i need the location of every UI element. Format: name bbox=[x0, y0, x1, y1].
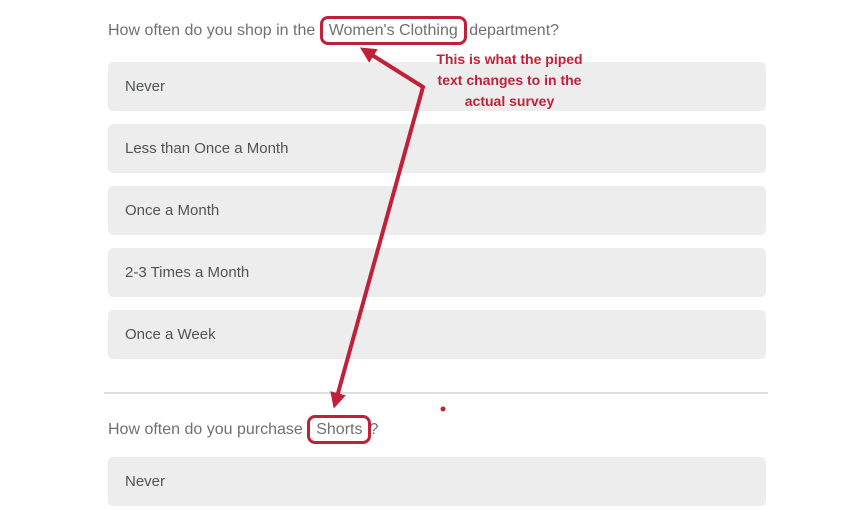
question-2-options: Never bbox=[108, 457, 766, 509]
answer-option[interactable]: Never bbox=[108, 457, 766, 506]
answer-option-label: Less than Once a Month bbox=[125, 140, 289, 157]
piped-text-highlight-1: Women's Clothing bbox=[319, 16, 467, 45]
answer-option[interactable]: Once a Week bbox=[108, 310, 766, 359]
answer-option-label: Once a Month bbox=[125, 202, 220, 219]
question-1-prefix: How often do you shop in the bbox=[108, 22, 320, 39]
question-1-options: Never Less than Once a Month Once a Mont… bbox=[108, 62, 766, 372]
annotation-note: This is what the piped text changes to i… bbox=[422, 49, 597, 112]
answer-option[interactable]: 2-3 Times a Month bbox=[108, 248, 766, 297]
question-2-suffix: ? bbox=[369, 421, 379, 438]
annotation-note-line: text changes to in the bbox=[437, 72, 582, 88]
answer-option[interactable]: Never bbox=[108, 62, 766, 111]
answer-option-label: Never bbox=[125, 473, 166, 490]
question-1-text: How often do you shop in the Women's Clo… bbox=[108, 16, 560, 45]
question-2-prefix: How often do you purchase bbox=[108, 421, 308, 438]
question-1-suffix: department? bbox=[464, 22, 560, 39]
answer-option-label: Never bbox=[125, 78, 166, 95]
answer-option[interactable]: Less than Once a Month bbox=[108, 124, 766, 173]
answer-option-label: Once a Week bbox=[125, 326, 216, 343]
answer-option-label: 2-3 Times a Month bbox=[125, 264, 250, 281]
piped-text-2: Shorts bbox=[316, 421, 363, 438]
question-2-text: How often do you purchase Shorts? bbox=[108, 415, 379, 444]
annotation-dot bbox=[440, 406, 446, 412]
question-divider bbox=[104, 392, 768, 394]
annotation-note-line: This is what the piped bbox=[436, 51, 583, 67]
annotation-note-line: actual survey bbox=[464, 93, 555, 109]
piped-text-1: Women's Clothing bbox=[328, 22, 458, 39]
answer-option[interactable]: Once a Month bbox=[108, 186, 766, 235]
piped-text-highlight-2: Shorts bbox=[307, 415, 372, 444]
